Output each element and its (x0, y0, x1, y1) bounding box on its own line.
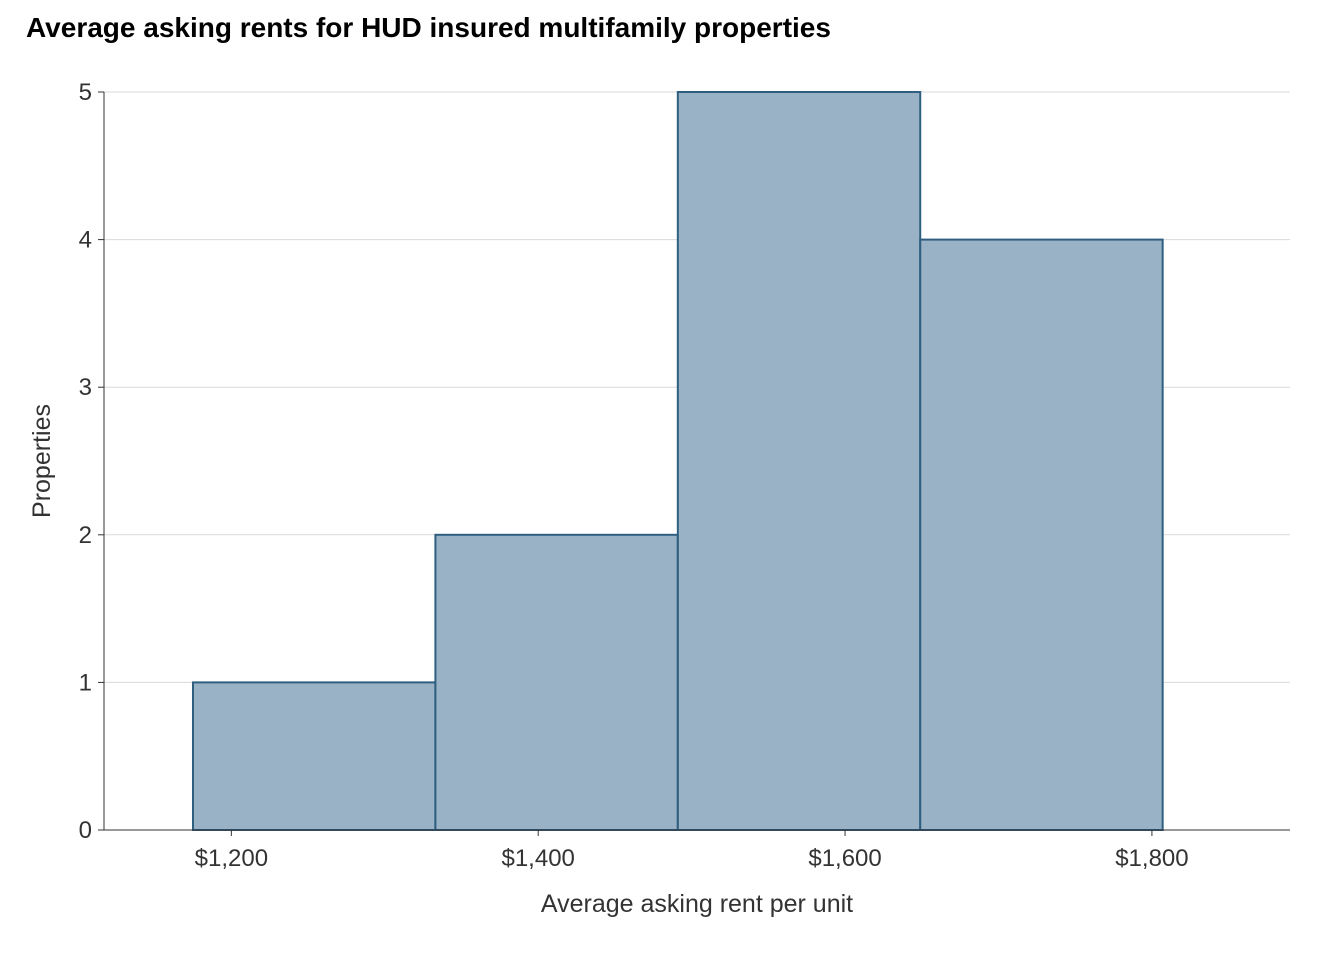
y-tick-label: 5 (79, 79, 92, 106)
x-tick-label: $1,400 (501, 845, 574, 872)
y-tick-label: 4 (79, 227, 92, 254)
histogram-bar-3 (676, 91, 922, 831)
y-tick-label: 1 (79, 669, 92, 696)
chart-title: Average asking rents for HUD insured mul… (26, 12, 831, 43)
y-tick-label: 2 (79, 522, 92, 549)
y-axis-label: Properties (28, 404, 56, 518)
x-axis-label: Average asking rent per unit (541, 890, 853, 918)
x-tick-label: $1,800 (1115, 845, 1188, 872)
x-tick-label: $1,200 (195, 845, 268, 872)
y-tick-label: 0 (79, 817, 92, 844)
histogram-bar-4 (919, 238, 1164, 832)
histogram-bar-2 (434, 533, 679, 831)
axes: 0 1 2 3 4 5 $1,200 $1,400 $1,600 $1,800 (79, 79, 1290, 872)
histogram-bar-1 (191, 681, 437, 832)
x-tick-label: $1,600 (808, 845, 881, 872)
histogram-bars (191, 91, 1164, 832)
y-tick-label: 3 (79, 374, 92, 401)
